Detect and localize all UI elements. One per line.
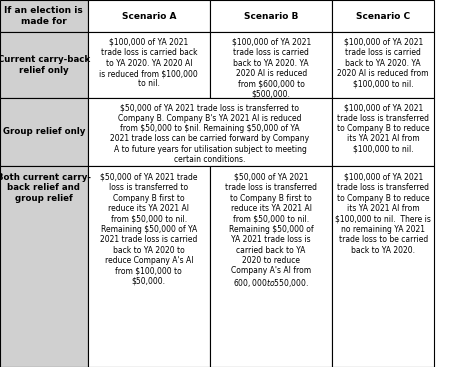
Bar: [332, 32, 434, 98]
Text: Both current carry-
back relief and
group relief: Both current carry- back relief and grou…: [0, 173, 91, 203]
Text: $50,000 of YA 2021
trade loss is transferred
to Company B first to
reduce its YA: $50,000 of YA 2021 trade loss is transfe…: [225, 173, 317, 289]
Text: $100,000 of YA 2021
trade loss is transferred
to Company B to reduce
its YA 2021: $100,000 of YA 2021 trade loss is transf…: [337, 103, 429, 154]
Bar: [0, 166, 88, 367]
Text: $50,000 of YA 2021 trade loss is transferred to
Company B. Company B's YA 2021 A: $50,000 of YA 2021 trade loss is transfe…: [110, 103, 310, 164]
Bar: [0, 0, 88, 32]
Bar: [88, 32, 210, 98]
Bar: [332, 98, 434, 166]
Text: Current carry-back
relief only: Current carry-back relief only: [0, 55, 90, 75]
Bar: [210, 166, 332, 367]
Text: Scenario A: Scenario A: [122, 12, 176, 21]
Bar: [88, 0, 210, 32]
Text: $100,000 of YA 2021
trade loss is carried back
to YA 2020. YA 2020 AI
is reduced: $100,000 of YA 2021 trade loss is carrie…: [100, 38, 198, 88]
Text: Scenario B: Scenario B: [244, 12, 298, 21]
Text: $50,000 of YA 2021 trade
loss is transferred to
Company B first to
reduce its YA: $50,000 of YA 2021 trade loss is transfe…: [100, 173, 198, 286]
Text: Scenario C: Scenario C: [356, 12, 410, 21]
Bar: [0, 98, 88, 166]
Bar: [0, 32, 88, 98]
Text: $100,000 of YA 2021
trade loss is transferred
to Company B to reduce
its YA 2021: $100,000 of YA 2021 trade loss is transf…: [335, 173, 431, 255]
Text: $100,000 of YA 2021
trade loss is carried
back to YA 2020. YA
2020 AI is reduced: $100,000 of YA 2021 trade loss is carrie…: [231, 38, 311, 99]
Bar: [332, 166, 434, 367]
Bar: [210, 0, 332, 32]
Text: $100,000 of YA 2021
trade loss is carried
back to YA 2020. YA
2020 AI is reduced: $100,000 of YA 2021 trade loss is carrie…: [337, 38, 429, 88]
Text: Group relief only: Group relief only: [3, 127, 85, 136]
Text: If an election is
made for: If an election is made for: [4, 7, 83, 26]
Bar: [88, 98, 332, 166]
Bar: [210, 32, 332, 98]
Bar: [88, 166, 210, 367]
Bar: [332, 0, 434, 32]
